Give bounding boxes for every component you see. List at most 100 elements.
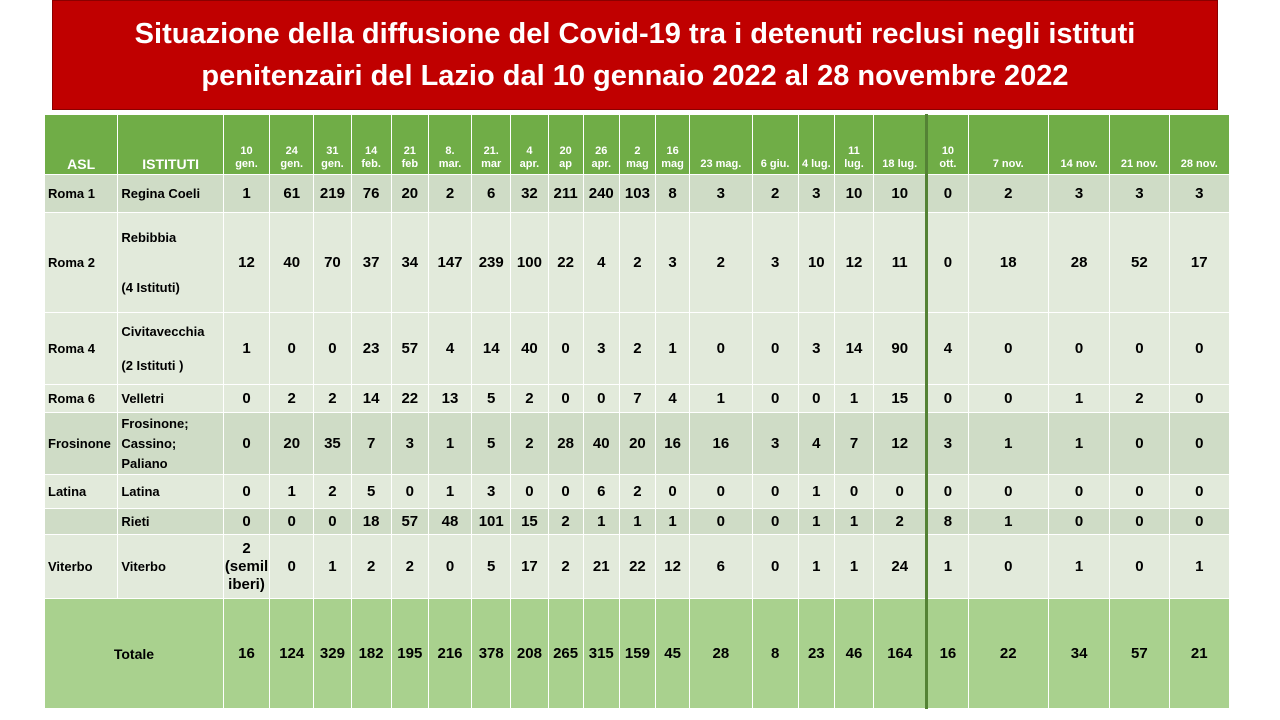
- value-cell: 0: [1168, 412, 1231, 475]
- value-cell: 0: [925, 212, 969, 313]
- header-date-text: mag: [626, 158, 649, 170]
- value-cell: 2: [510, 384, 549, 413]
- value-cell: 17: [510, 534, 549, 599]
- value-cell: 2: [350, 534, 392, 599]
- istituto-cell: Civitavecchia (2 Istituti ): [117, 312, 224, 385]
- value-cell: 0: [689, 312, 753, 385]
- value-cell: 1: [833, 384, 875, 413]
- value-cell: 103: [618, 174, 657, 213]
- value-cell: 6: [689, 534, 753, 599]
- value-cell: 1: [925, 534, 969, 599]
- value-cell: 0: [751, 474, 799, 509]
- value-cell: 17: [1168, 212, 1231, 313]
- value-cell: 0: [1168, 312, 1231, 385]
- value-cell: 0: [1109, 508, 1170, 535]
- value-cell: 1: [313, 534, 352, 599]
- total-value-cell: 28: [689, 598, 753, 709]
- value-cell: 21: [582, 534, 620, 599]
- header-date: 4 apr.: [510, 114, 549, 175]
- value-cell: 0: [689, 474, 753, 509]
- value-cell: 0: [313, 312, 352, 385]
- asl-cell: Latina: [43, 474, 119, 509]
- header-date-text: 6 giu.: [760, 158, 790, 170]
- covid-table: ASL ISTITUTI 10 gen. 24 gen. 31 gen. 14 feb. 21 f…: [43, 114, 1231, 709]
- value-cell: 1: [1047, 384, 1111, 413]
- value-cell: 4: [925, 312, 969, 385]
- header-date-text: apr.: [591, 158, 612, 170]
- istituto-cell: Rebibbia (4 Istituti): [117, 212, 224, 313]
- header-date-text: mar: [481, 158, 502, 170]
- header-date: 11 lug.: [833, 114, 875, 175]
- header-date-text: 14: [364, 145, 378, 157]
- value-cell: 7: [350, 412, 392, 475]
- value-cell: 32: [510, 174, 549, 213]
- header-date-text: 21.: [483, 145, 499, 157]
- header-date: 28 nov.: [1168, 114, 1231, 175]
- total-value-cell: 216: [427, 598, 473, 709]
- total-value-cell: 159: [618, 598, 657, 709]
- asl-cell: Roma 4: [43, 312, 119, 385]
- value-cell: 0: [751, 312, 799, 385]
- table-row: Roma 2 Rebibbia (4 Istituti) 12 40 70 37 34 147 2…: [43, 212, 1231, 313]
- value-cell: 1: [797, 534, 835, 599]
- value-cell: 101: [471, 508, 512, 535]
- value-cell: 3: [390, 412, 429, 475]
- value-cell: 8: [925, 508, 969, 535]
- asl-cell: Frosinone: [43, 412, 119, 475]
- value-cell: 0: [269, 534, 315, 599]
- value-cell: 0: [1109, 312, 1170, 385]
- value-cell: 2: [313, 384, 352, 413]
- value-cell: 10: [833, 174, 875, 213]
- total-label: Totale: [44, 598, 224, 709]
- value-cell: 0: [1109, 534, 1170, 599]
- value-cell: 0: [222, 508, 271, 535]
- value-cell: 40: [582, 412, 620, 475]
- value-cell: 2: [618, 312, 657, 385]
- value-cell: 2: [313, 474, 352, 509]
- value-cell: 40: [269, 212, 315, 313]
- title-banner: Situazione della diffusione del Covid-19…: [52, 0, 1218, 110]
- value-cell: 1: [222, 312, 271, 385]
- header-date-text: gen.: [280, 158, 304, 170]
- header-date-text: 24: [285, 145, 298, 157]
- header-date-text: 28 nov.: [1180, 158, 1218, 170]
- table-row: Rieti 0 0 0 18 57 48 101 15 2 1 1 1 0 0 1 1 2 8 1 0 0 0: [43, 508, 1231, 535]
- value-cell: 20: [269, 412, 315, 475]
- value-cell: 15: [510, 508, 549, 535]
- header-date-text: apr.: [519, 158, 540, 170]
- value-cell: 240: [582, 174, 620, 213]
- total-value-cell: 16: [925, 598, 969, 709]
- header-date-text: gen.: [321, 158, 344, 170]
- value-cell: 2: [689, 212, 753, 313]
- value-cell: 0: [547, 312, 584, 385]
- value-cell: 90: [873, 312, 928, 385]
- value-cell: 2: [390, 534, 429, 599]
- header-date: 7 nov.: [967, 114, 1049, 175]
- value-cell: 211: [547, 174, 584, 213]
- header-date-text: 31: [326, 145, 339, 157]
- value-cell: 0: [582, 384, 620, 413]
- header-date: 8. mar.: [427, 114, 473, 175]
- value-cell: 22: [390, 384, 429, 413]
- value-cell: 5: [350, 474, 392, 509]
- value-cell: 2: [547, 508, 584, 535]
- value-cell: 2 (semil iberi): [222, 534, 271, 599]
- value-cell: 0: [547, 384, 584, 413]
- value-cell: 4: [582, 212, 620, 313]
- value-cell: 22: [618, 534, 657, 599]
- total-value-cell: 315: [582, 598, 620, 709]
- value-cell: 1: [655, 312, 691, 385]
- value-cell: 0: [1168, 508, 1231, 535]
- total-value-cell: 16: [222, 598, 271, 709]
- value-cell: 10: [873, 174, 928, 213]
- value-cell: 16: [655, 412, 691, 475]
- total-value-cell: 124: [269, 598, 315, 709]
- value-cell: 0: [797, 384, 835, 413]
- value-cell: 28: [547, 412, 584, 475]
- value-cell: 4: [655, 384, 691, 413]
- istituto-line: Regina Coeli: [121, 185, 201, 201]
- header-date: 23 mag.: [689, 114, 753, 175]
- value-cell: 0: [222, 474, 271, 509]
- value-cell: 8: [655, 174, 691, 213]
- value-cell: 0: [1109, 474, 1170, 509]
